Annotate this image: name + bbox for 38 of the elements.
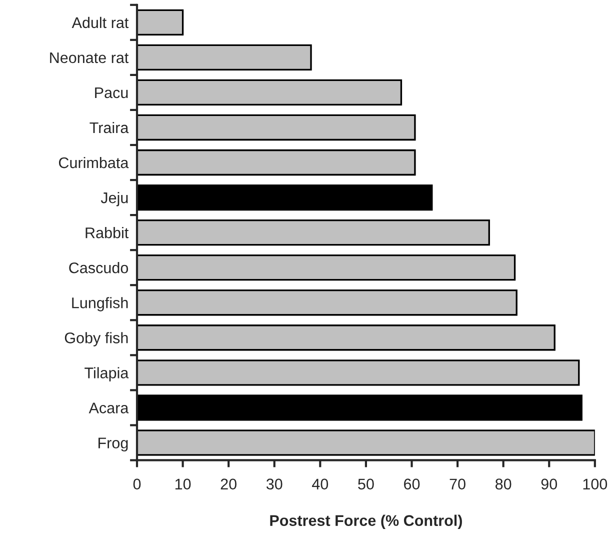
bar — [137, 324, 556, 351]
x-tick-label: 70 — [450, 478, 466, 490]
x-tick-label: 60 — [404, 478, 420, 490]
y-tick-label: Rabbit — [86, 227, 129, 238]
x-tick-label: 30 — [266, 478, 282, 490]
x-tick-label: 90 — [541, 478, 558, 490]
y-tick-label: Adult rat — [72, 16, 129, 28]
bar — [137, 44, 312, 71]
y-tick-label: Acara — [88, 402, 129, 414]
bar — [137, 430, 595, 456]
y-tick-label: Traira — [90, 122, 129, 134]
bar — [137, 184, 433, 211]
x-tick-label: 10 — [175, 478, 191, 490]
y-tick-label: Pacu — [95, 87, 128, 98]
y-tick-label: Jeju — [100, 192, 128, 206]
bar — [137, 79, 402, 106]
bar — [137, 149, 416, 176]
y-tick-label: Lungfish — [72, 297, 128, 312]
x-tick-label: 20 — [220, 478, 236, 490]
bar — [137, 254, 516, 281]
bar — [137, 219, 490, 246]
x-tick-label: 100 — [583, 478, 608, 490]
y-tick-label: Frog — [98, 438, 128, 452]
y-tick-label: Tilapia — [84, 367, 129, 382]
bar — [137, 9, 184, 36]
y-tick-label: Neonate rat — [50, 52, 129, 64]
x-tick-label: 50 — [358, 478, 374, 490]
bar — [137, 290, 518, 316]
y-tick-label: Goby fish — [64, 332, 128, 346]
bar — [137, 394, 582, 421]
x-axis-title: Postrest Force (% Control) — [270, 514, 462, 529]
x-tick-label: 40 — [312, 478, 328, 490]
x-tick-label: 0 — [133, 478, 141, 490]
bar — [137, 360, 580, 386]
y-tick-label: Cascudo — [69, 262, 128, 274]
y-tick-label: Curimbata — [58, 156, 129, 168]
bar — [137, 114, 416, 141]
x-tick-label: 80 — [496, 478, 512, 490]
